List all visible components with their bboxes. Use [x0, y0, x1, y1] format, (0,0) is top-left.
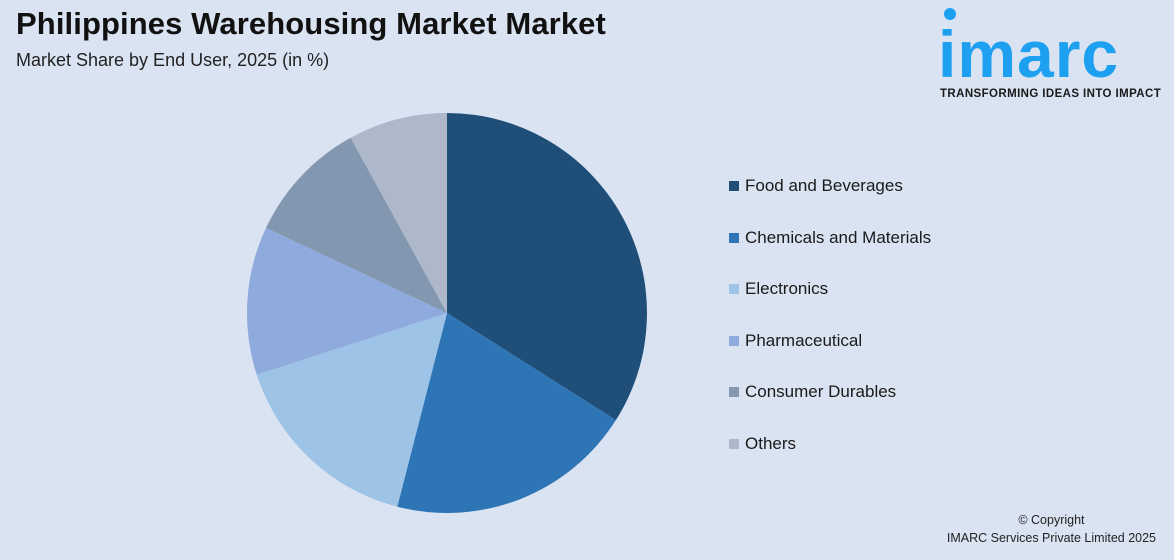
legend-swatch-icon	[729, 284, 739, 295]
pie-slice-others	[350, 113, 447, 313]
legend-label: Consumer Durables	[745, 382, 897, 402]
pie-chart	[247, 113, 647, 513]
legend-swatch-icon	[729, 438, 739, 449]
legend-swatch-icon	[729, 181, 739, 191]
logo-tagline: TRANSFORMING IDEAS INTO IMPACT	[940, 88, 1162, 100]
copyright-notice: © Copyright IMARC Services Private Limit…	[947, 511, 1156, 547]
legend-label: Food and Beverages	[745, 176, 903, 195]
legend-swatch-icon	[729, 387, 739, 398]
legend-swatch-icon	[729, 335, 739, 346]
copyright-line-2: IMARC Services Private Limited 2025	[946, 531, 1156, 545]
legend-swatch-icon	[729, 232, 739, 243]
pie-slice-food-and-beverages	[447, 113, 647, 421]
chart-title: Philippines Warehousing Market Market	[16, 6, 606, 41]
legend-item: Chemicals and Materials	[729, 224, 931, 252]
legend-label: Electronics	[745, 279, 829, 299]
legend-item: Others	[729, 430, 931, 458]
pie-slice-electronics	[256, 313, 447, 507]
chart-subtitle: Market Share by End User, 2025 (in %)	[16, 50, 330, 70]
chart-legend: Food and Beverages Chemicals and Material…	[729, 172, 931, 482]
legend-item: Consumer Durables	[729, 378, 931, 406]
logo-dot-icon	[944, 8, 956, 20]
copyright-line-1: © Copyright	[1018, 513, 1085, 527]
pie-slice-consumer-durables	[266, 137, 447, 313]
legend-item: Food and Beverages	[729, 172, 931, 200]
legend-item: Pharmaceutical	[729, 327, 931, 355]
pie-slice-pharmaceutical	[247, 227, 447, 375]
legend-label: Chemicals and Materials	[745, 227, 932, 247]
legend-label: Pharmaceutical	[745, 330, 863, 350]
legend-item: Electronics	[729, 275, 931, 303]
imarc-logo: imarc TRANSFORMING IDEAS INTO IMPACT	[936, 6, 1166, 106]
pie-slice-chemicals-and-materials	[397, 313, 616, 513]
legend-label: Others	[745, 433, 797, 453]
logo-wordmark: imarc	[938, 17, 1120, 91]
